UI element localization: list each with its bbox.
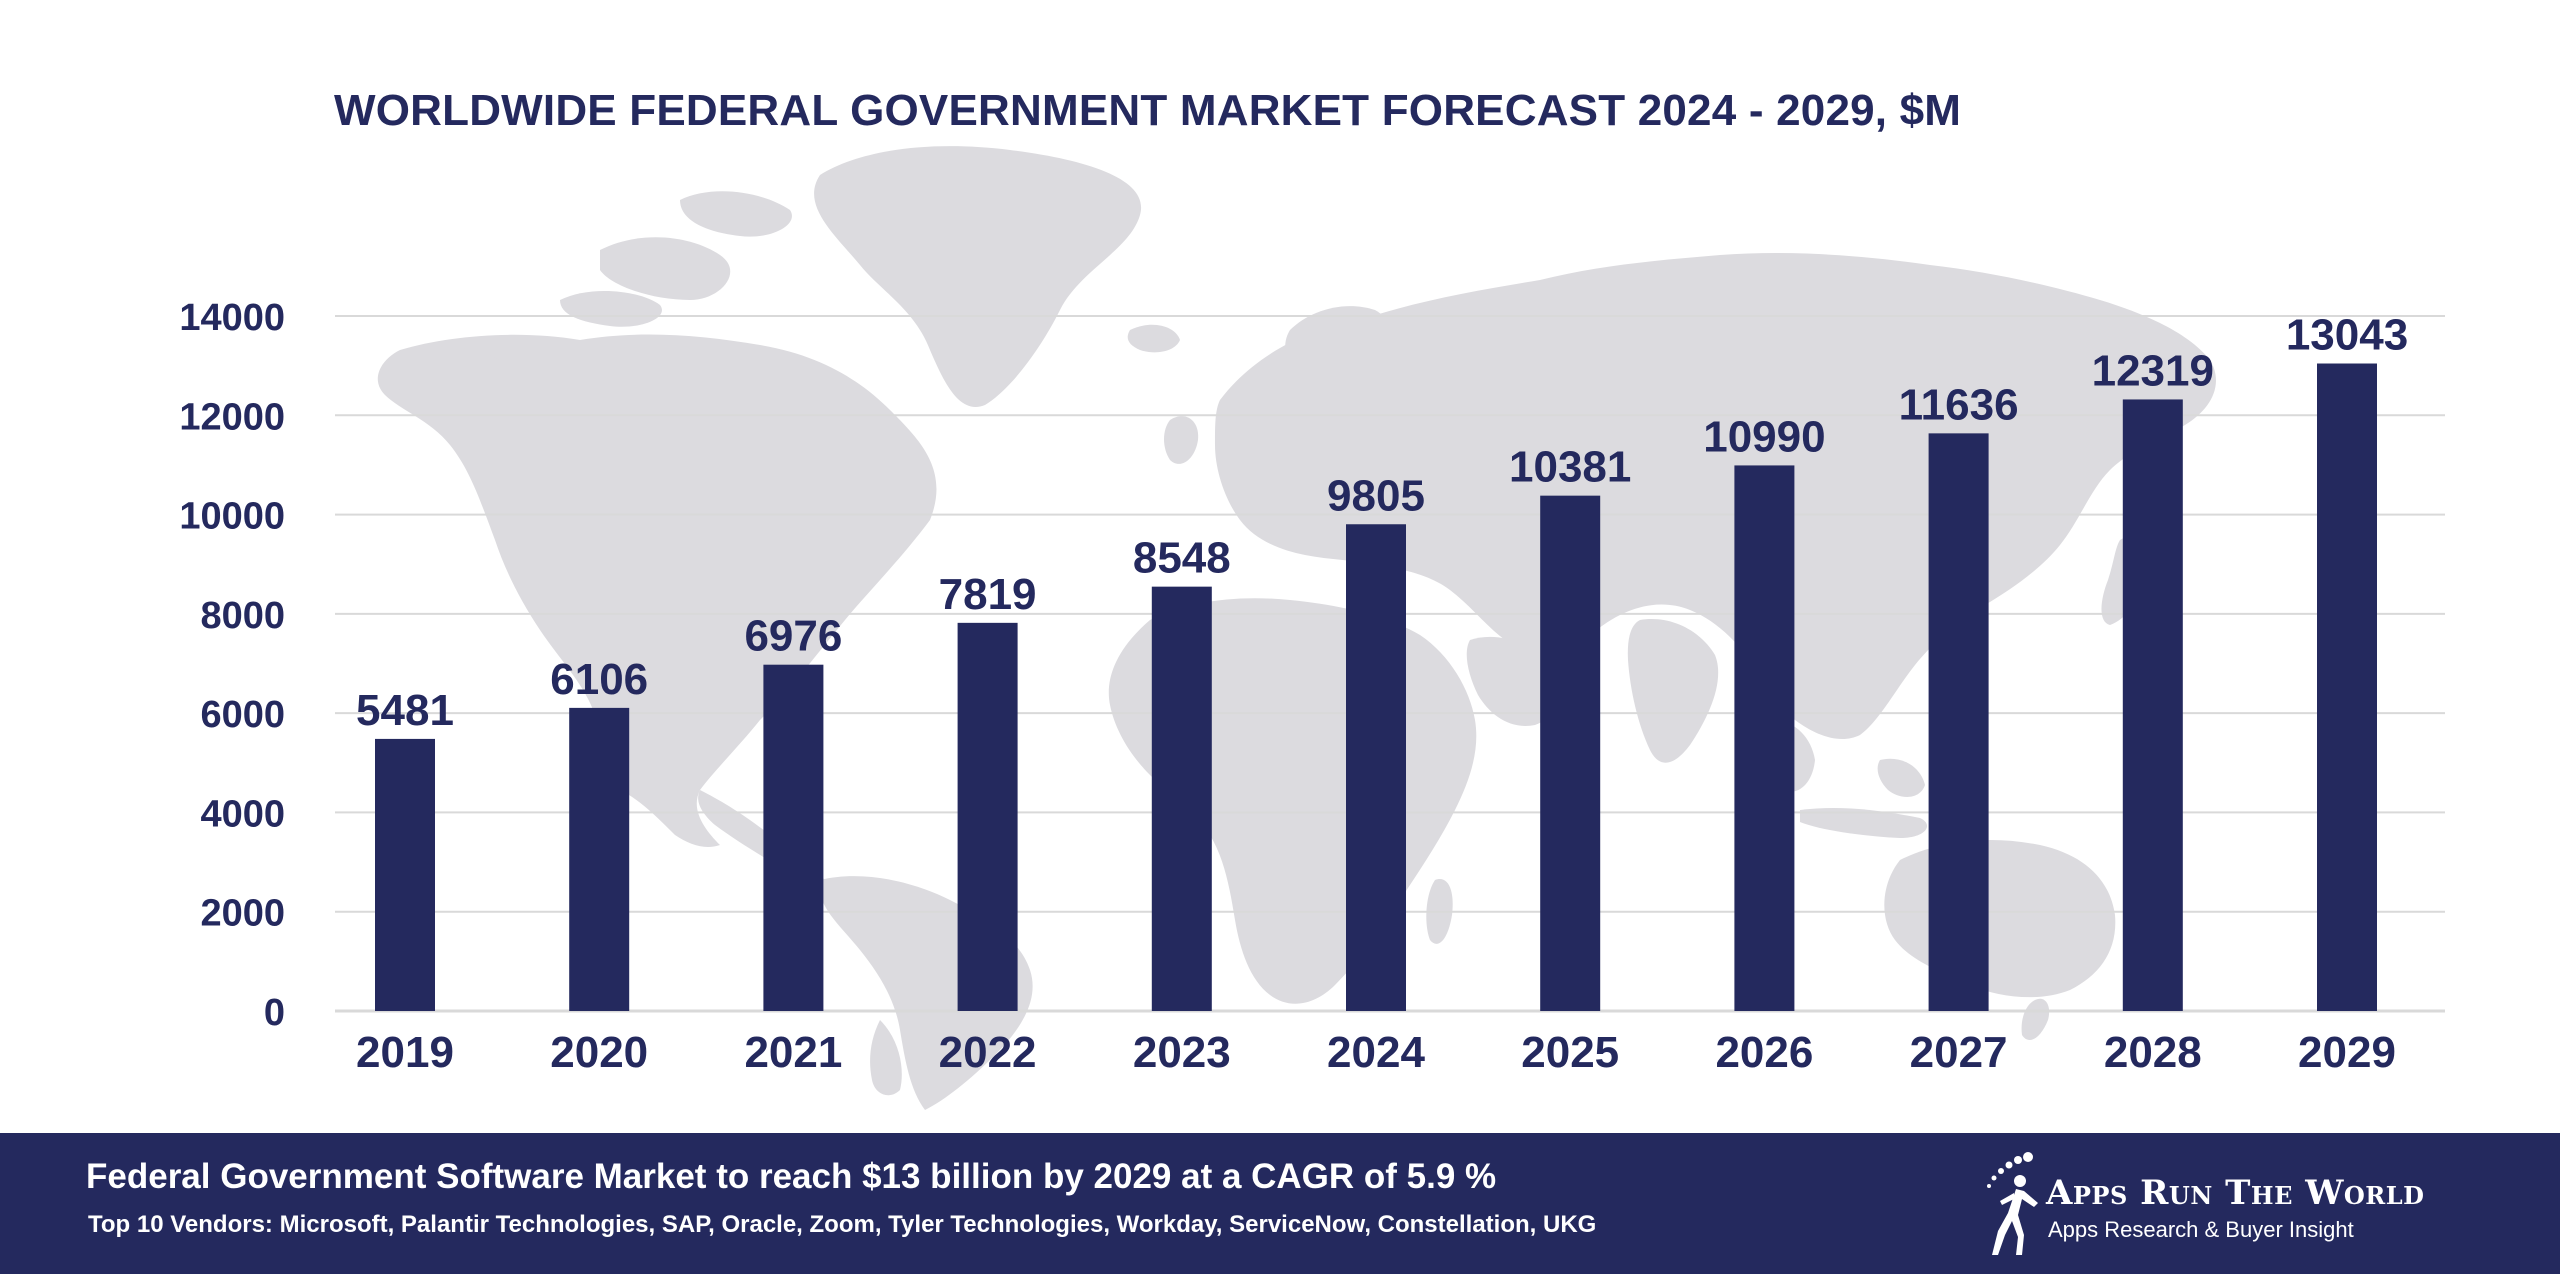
x-tick-label: 2019	[356, 1028, 454, 1077]
bar-value-label: 10381	[1509, 443, 1631, 492]
apps-run-the-world-logo[interactable]: Apps Run The World Apps Research & Buyer…	[1978, 1151, 2478, 1261]
x-tick-label: 2022	[939, 1028, 1037, 1077]
logo-name: Apps Run The World	[2046, 1173, 2425, 1213]
bar-value-label: 8548	[1133, 534, 1231, 583]
bar-2022	[957, 622, 1018, 1011]
footer-vendors: Top 10 Vendors: Microsoft, Palantir Tech…	[88, 1211, 1597, 1238]
y-tick-label: 6000	[200, 694, 285, 736]
bar-2019	[375, 738, 435, 1011]
bar-2021	[763, 664, 824, 1011]
bar-2029	[2317, 363, 2377, 1012]
logo-tagline: Apps Research & Buyer Insight	[2048, 1217, 2354, 1242]
footer-banner: Federal Government Software Market to re…	[0, 1133, 2560, 1274]
bar-value-label: 6976	[744, 612, 842, 661]
y-tick-label: 0	[264, 992, 285, 1034]
bars	[375, 363, 2377, 1012]
x-tick-label: 2025	[1521, 1028, 1619, 1077]
y-tick-label: 8000	[200, 595, 285, 637]
bar-value-label: 6106	[550, 655, 648, 704]
y-tick-label: 12000	[179, 396, 285, 438]
y-tick-label: 10000	[179, 496, 285, 538]
bar-value-label: 5481	[356, 686, 454, 735]
y-tick-label: 2000	[200, 893, 285, 935]
x-tick-label: 2027	[1910, 1028, 2008, 1077]
footer-headline: Federal Government Software Market to re…	[86, 1157, 1497, 1196]
x-tick-label: 2021	[744, 1028, 842, 1077]
x-tick-label: 2023	[1133, 1028, 1231, 1077]
bar-value-label: 12319	[2092, 346, 2214, 395]
bar-2024	[1346, 524, 1406, 1011]
x-tick-label: 2028	[2104, 1028, 2202, 1077]
bar-value-label: 13043	[2286, 311, 2408, 360]
x-tick-label: 2024	[1327, 1028, 1425, 1077]
x-tick-label: 2029	[2298, 1028, 2396, 1077]
bar-2020	[569, 707, 630, 1011]
x-tick-label: 2020	[550, 1028, 648, 1077]
y-tick-label: 4000	[200, 793, 285, 835]
bar-value-label: 7819	[939, 570, 1037, 619]
chart-title: WORLDWIDE FEDERAL GOVERNMENT MARKET FORE…	[334, 86, 1962, 135]
bar-2023	[1151, 586, 1212, 1011]
runner-icon	[1987, 1152, 2038, 1255]
bar-value-label: 11636	[1899, 380, 2019, 429]
bar-value-label: 9805	[1327, 471, 1425, 520]
y-tick-label: 14000	[179, 297, 285, 339]
x-axis-tick-labels: 2019 2020 2021 2022 2023 2024 2025 2026 2027 2028…	[356, 1028, 2396, 1077]
bar-chart: 0 2000 4000 6000 8000 10000 12000 14000 5481 610…	[179, 146, 2445, 1110]
bar-2025	[1540, 495, 1601, 1012]
x-tick-label: 2026	[1715, 1028, 1813, 1077]
y-axis-tick-labels: 0 2000 4000 6000 8000 10000 12000 14000	[179, 297, 285, 1034]
bar-2027	[1928, 433, 1989, 1011]
bar-value-labels: 5481 6106 6976 7819 8548 9805 10381 10990 11636 1…	[356, 311, 2408, 735]
bar-value-label: 10990	[1703, 412, 1825, 461]
bar-2026	[1734, 465, 1795, 1011]
bar-2028	[2122, 399, 2183, 1011]
